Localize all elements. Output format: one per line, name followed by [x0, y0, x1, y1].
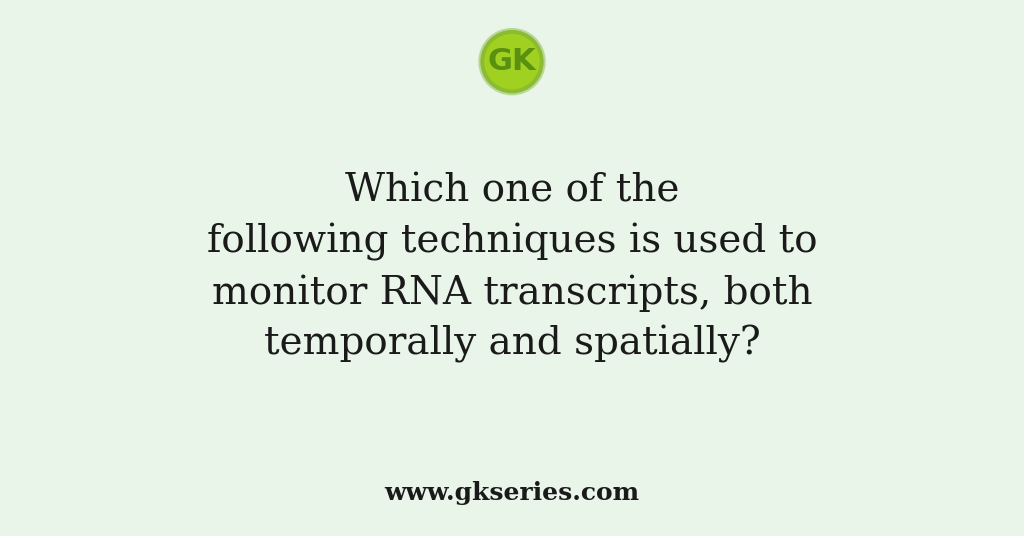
Ellipse shape [479, 28, 545, 95]
Text: GK: GK [487, 47, 537, 76]
Text: www.gkseries.com: www.gkseries.com [384, 481, 640, 505]
Text: Which one of the
following techniques is used to
monitor RNA transcripts, both
t: Which one of the following techniques is… [207, 173, 817, 363]
Ellipse shape [485, 34, 539, 89]
Ellipse shape [481, 31, 543, 93]
